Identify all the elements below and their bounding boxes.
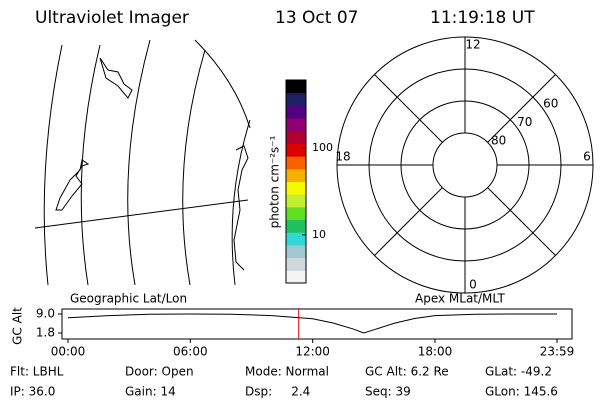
colorbar-band: [286, 206, 306, 221]
colorbar-band: [286, 105, 306, 119]
colorbar-band: [286, 194, 306, 208]
status-item: GC Alt: 6.2 Re: [365, 365, 449, 379]
colorbar-band: [286, 130, 306, 144]
colorbar-label: photon cm⁻²s⁻¹: [268, 135, 282, 228]
map-label: Geographic Lat/Lon: [70, 292, 187, 306]
x-tick-label: 12:00: [295, 345, 330, 359]
polar-mlt-label: 18: [335, 150, 350, 164]
status-item: Gain: 14: [125, 385, 176, 399]
colorbar-tick-label: 100: [312, 141, 333, 154]
colorbar-frame: [285, 79, 307, 284]
map: [34, 39, 251, 286]
colorbar-band: [286, 143, 306, 157]
polar-mlt-label: 6: [583, 150, 591, 164]
colorbar-band: [286, 219, 306, 233]
polar-ring: [400, 100, 530, 230]
colorbar-band: [286, 257, 306, 271]
colorbar-band: [286, 156, 306, 170]
polar-spoke: [374, 187, 443, 256]
date: 13 Oct 07: [275, 8, 358, 28]
y-tick-label: 9.0: [36, 307, 55, 321]
status-item: Seq: 39: [365, 385, 411, 399]
x-tick-label: 00:00: [51, 345, 86, 359]
y-axis-label: GC Alt: [11, 307, 25, 345]
status-item: GLon: 145.6: [485, 385, 558, 399]
polar-lat-label: 60: [543, 97, 558, 111]
colorbar-band: [286, 92, 306, 106]
status-item: Dsp: 2.4: [245, 385, 310, 399]
title: Ultraviolet Imager: [35, 8, 189, 28]
polar-spoke: [374, 74, 443, 143]
altitude-line: [67, 313, 557, 334]
x-tick-label: 18:00: [418, 345, 453, 359]
colorbar-band: [286, 118, 306, 132]
status-item: IP: 36.0: [10, 385, 55, 399]
polar-mlt-label: 0: [469, 278, 477, 292]
polar-mlt-label: 12: [465, 38, 480, 52]
polar-label: Apex MLat/MLT: [415, 292, 505, 306]
polar-spoke: [487, 74, 556, 143]
y-tick-label: 1.8: [36, 326, 55, 340]
colorbar-band: [286, 181, 306, 195]
x-tick-label: 06:00: [173, 345, 208, 359]
colorbar-band: [286, 168, 306, 182]
status-item: GLat: -49.2: [485, 365, 552, 379]
timeline-frame: [61, 308, 573, 340]
status-item: Flt: LBHL: [10, 365, 64, 379]
polar-spoke: [487, 187, 556, 256]
x-tick-label: 23:59: [540, 345, 575, 359]
colorbar-band: [286, 270, 306, 284]
time: 11:19:18 UT: [430, 8, 535, 28]
colorbar-band: [286, 232, 306, 246]
polar-lat-label: 80: [491, 134, 506, 148]
polar-lat-label: 70: [517, 115, 532, 129]
colorbar-band: [286, 80, 306, 94]
status-item: Mode: Normal: [245, 365, 329, 379]
colorbar-tick-label: 10: [312, 228, 326, 241]
status-item: Door: Open: [125, 365, 194, 379]
polar-ring: [368, 68, 562, 262]
polar-ring: [432, 132, 498, 198]
colorbar-band: [286, 244, 306, 259]
